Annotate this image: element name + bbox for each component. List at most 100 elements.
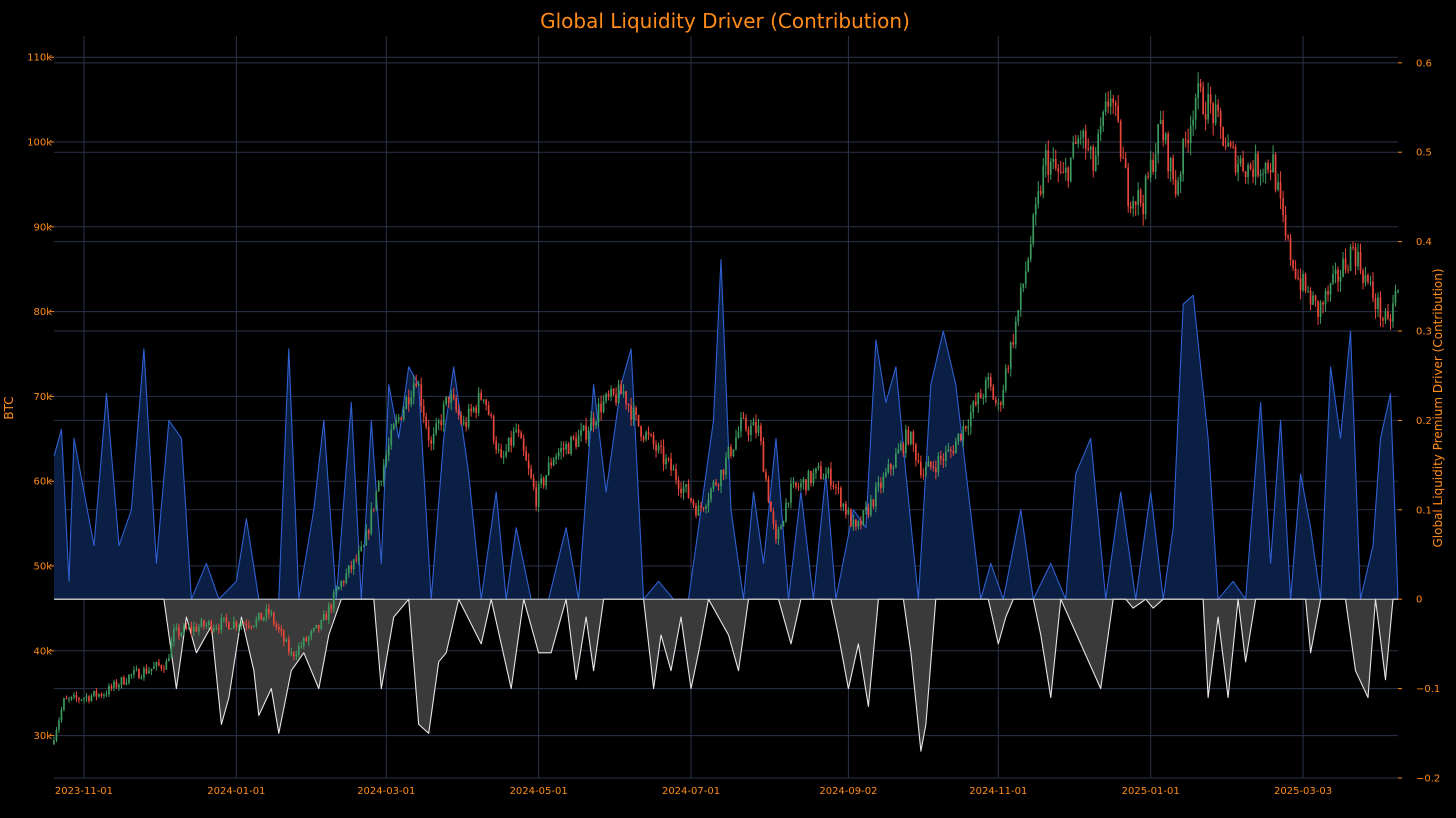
candle-body	[740, 417, 742, 432]
candle-body	[927, 461, 930, 467]
candle-body	[1019, 287, 1022, 310]
candle-body	[1224, 145, 1227, 147]
candle-body	[332, 592, 335, 610]
candle-body	[1054, 158, 1057, 169]
candle-body	[1324, 291, 1327, 305]
candle-body	[1327, 291, 1329, 295]
candle-body	[855, 519, 857, 527]
candle-body	[807, 471, 810, 491]
candle-body	[732, 449, 735, 456]
candle-body	[795, 482, 797, 487]
right-tick-label: 0.6	[1416, 58, 1432, 69]
candle-body	[900, 443, 902, 450]
candle-body	[895, 453, 897, 468]
x-tick-label: 2025-01-01	[1122, 786, 1180, 797]
candle-body	[278, 626, 280, 630]
candle-body	[922, 475, 925, 476]
candle-body	[1089, 146, 1092, 150]
left-tick-label: 70k	[33, 392, 52, 403]
candle-body	[407, 396, 410, 405]
right-tick-label: −0.1	[1416, 684, 1440, 695]
candle-body	[1387, 311, 1389, 319]
candle-body	[497, 449, 500, 450]
candle-body	[640, 425, 642, 437]
candle-body	[670, 458, 672, 471]
x-tick-label: 2024-11-01	[969, 786, 1027, 797]
candle-body	[1314, 295, 1317, 301]
candle-body	[340, 581, 343, 587]
candle-body	[442, 404, 445, 426]
candle-body	[1129, 206, 1132, 209]
candle-body	[957, 433, 960, 442]
candle-body	[522, 438, 525, 452]
candle-body	[270, 613, 273, 615]
candle-body	[1227, 142, 1229, 147]
candle-body	[892, 467, 895, 470]
candle-body	[178, 627, 180, 636]
candle-body	[905, 429, 907, 454]
candle-body	[845, 503, 847, 515]
candle-body	[850, 509, 852, 527]
candle-body	[370, 508, 373, 534]
candle-body	[1017, 310, 1020, 322]
right-tick-label: 0.5	[1416, 148, 1432, 159]
candle-body	[630, 405, 632, 420]
left-tick-label: 80k	[33, 307, 52, 318]
candle-body	[1329, 283, 1332, 295]
candle-body	[660, 445, 662, 447]
candle-body	[285, 639, 288, 642]
candle-body	[317, 624, 320, 630]
candle-body	[490, 414, 492, 417]
right-tick-label: 0.2	[1416, 416, 1432, 427]
candle-body	[1044, 150, 1047, 166]
candle-body	[682, 487, 685, 493]
candle-body	[945, 451, 947, 461]
candle-body	[320, 620, 323, 630]
x-tick-label: 2024-07-01	[662, 786, 720, 797]
candle-body	[470, 408, 472, 412]
candle-body	[457, 409, 460, 416]
candle-body	[1167, 133, 1169, 172]
candle-body	[148, 670, 150, 674]
candle-body	[1122, 157, 1124, 159]
candle-body	[717, 484, 720, 487]
candle-body	[572, 436, 575, 439]
candle-body	[253, 625, 255, 627]
candle-body	[950, 449, 952, 451]
candle-body	[1247, 164, 1249, 178]
candle-body	[1364, 275, 1367, 283]
candle-body	[880, 482, 882, 489]
candle-body	[337, 586, 340, 590]
candle-body	[362, 545, 365, 547]
candle-body	[430, 440, 432, 444]
candle-body	[1204, 114, 1207, 120]
candle-body	[75, 695, 78, 699]
candle-body	[1294, 267, 1297, 279]
candle-body	[198, 626, 200, 632]
candle-body	[345, 573, 348, 583]
candle-body	[1032, 215, 1035, 244]
candle-body	[420, 384, 423, 407]
candle-body	[902, 443, 905, 454]
candle-body	[1192, 119, 1194, 126]
right-tick-label: 0.4	[1416, 237, 1432, 248]
candle-body	[535, 487, 537, 507]
candle-body	[785, 502, 787, 522]
candle-body	[832, 485, 835, 487]
candle-body	[168, 658, 170, 661]
candle-body	[1109, 98, 1112, 107]
left-tick-label: 60k	[33, 477, 52, 488]
candle-body	[405, 396, 408, 409]
left-axis-title: BTC	[2, 396, 16, 419]
candle-body	[228, 622, 230, 630]
candle-body	[692, 501, 695, 506]
candle-body	[1307, 290, 1309, 292]
candle-body	[974, 401, 977, 405]
candle-body	[1297, 278, 1299, 280]
candle-body	[1214, 104, 1217, 124]
candle-body	[935, 467, 937, 473]
candle-body	[357, 550, 360, 561]
candle-body	[83, 698, 85, 700]
candle-body	[133, 670, 135, 675]
candle-body	[440, 421, 442, 426]
